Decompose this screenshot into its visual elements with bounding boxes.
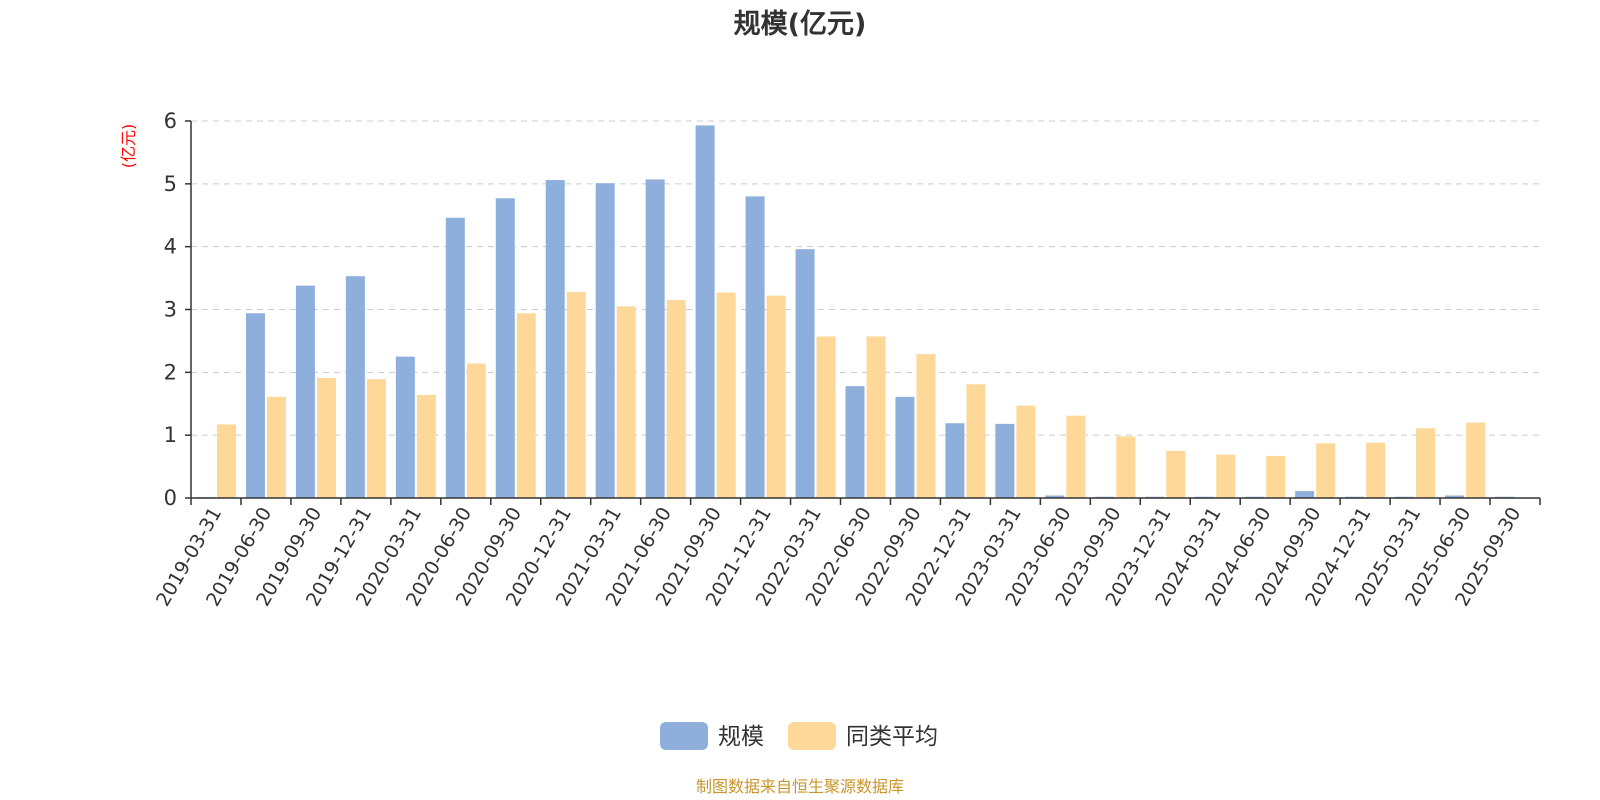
bar[interactable] [1416, 428, 1436, 498]
bar[interactable] [1045, 495, 1065, 498]
bar[interactable] [916, 354, 936, 498]
bar[interactable] [616, 306, 636, 498]
bar[interactable] [566, 291, 586, 498]
y-tick-label: 0 [164, 486, 177, 510]
legend-item-scale[interactable]: 规模 [660, 722, 764, 750]
y-tick-label: 4 [164, 235, 177, 259]
legend-item-peer-average[interactable]: 同类平均 [788, 722, 938, 750]
bar[interactable] [516, 313, 536, 498]
bar[interactable] [366, 379, 386, 498]
series-0-bars [195, 125, 1515, 499]
bar[interactable] [645, 179, 665, 498]
gridlines [191, 120, 1540, 436]
bar[interactable] [845, 386, 865, 498]
bar[interactable] [216, 424, 236, 498]
bar[interactable] [695, 125, 715, 499]
y-tick-label: 1 [164, 423, 177, 447]
bar[interactable] [966, 384, 986, 498]
legend-label-peer-average: 同类平均 [846, 724, 938, 750]
bars [195, 125, 1515, 499]
bar[interactable] [416, 394, 436, 498]
bar[interactable] [545, 180, 565, 498]
y-tick-label: 5 [164, 172, 177, 196]
bar[interactable] [1066, 415, 1086, 498]
y-tick-labels: 0 1 2 3 4 5 6 [164, 109, 177, 510]
bar[interactable] [266, 396, 286, 498]
bar[interactable] [1216, 454, 1236, 498]
bar[interactable] [1445, 495, 1465, 498]
bar[interactable] [745, 196, 765, 498]
bar[interactable] [1116, 436, 1136, 498]
bar[interactable] [1466, 422, 1486, 498]
axes [185, 120, 1541, 505]
bar[interactable] [666, 300, 686, 498]
x-tick-labels: 2019-03-312019-06-302019-09-302019-12-31… [152, 504, 1525, 611]
bar[interactable] [1366, 442, 1386, 498]
bar[interactable] [816, 336, 836, 498]
series-1-bars [216, 291, 1486, 498]
bar[interactable] [995, 423, 1015, 498]
bar[interactable] [445, 217, 465, 498]
bar[interactable] [295, 285, 315, 498]
bar[interactable] [345, 276, 365, 498]
bar[interactable] [895, 396, 915, 498]
bar[interactable] [316, 377, 336, 498]
y-tick-label: 3 [164, 298, 177, 322]
y-tick-label: 2 [164, 360, 177, 384]
bar[interactable] [1266, 455, 1286, 498]
bar[interactable] [795, 249, 815, 498]
bar[interactable] [495, 198, 515, 498]
y-axis-unit-label: (亿元) [119, 124, 138, 169]
bar[interactable] [395, 356, 415, 498]
legend[interactable]: 规模 同类平均 [660, 722, 938, 750]
bar[interactable] [866, 336, 886, 498]
legend-swatch-scale [660, 722, 708, 750]
y-tick-label: 6 [164, 109, 177, 133]
bar[interactable] [595, 183, 615, 498]
bar[interactable] [1316, 443, 1336, 498]
bar[interactable] [945, 423, 965, 498]
bar[interactable] [1016, 405, 1036, 498]
bar[interactable] [716, 292, 736, 498]
legend-label-scale: 规模 [718, 724, 764, 750]
bar[interactable] [245, 313, 265, 498]
bar[interactable] [1295, 491, 1315, 498]
legend-swatch-peer-average [788, 722, 836, 750]
bar[interactable] [1166, 450, 1186, 498]
bar[interactable] [766, 295, 786, 498]
data-source-note: 制图数据来自恒生聚源数据库 [696, 777, 904, 796]
bar[interactable] [466, 363, 486, 498]
chart-title: 规模(亿元) [734, 9, 867, 40]
